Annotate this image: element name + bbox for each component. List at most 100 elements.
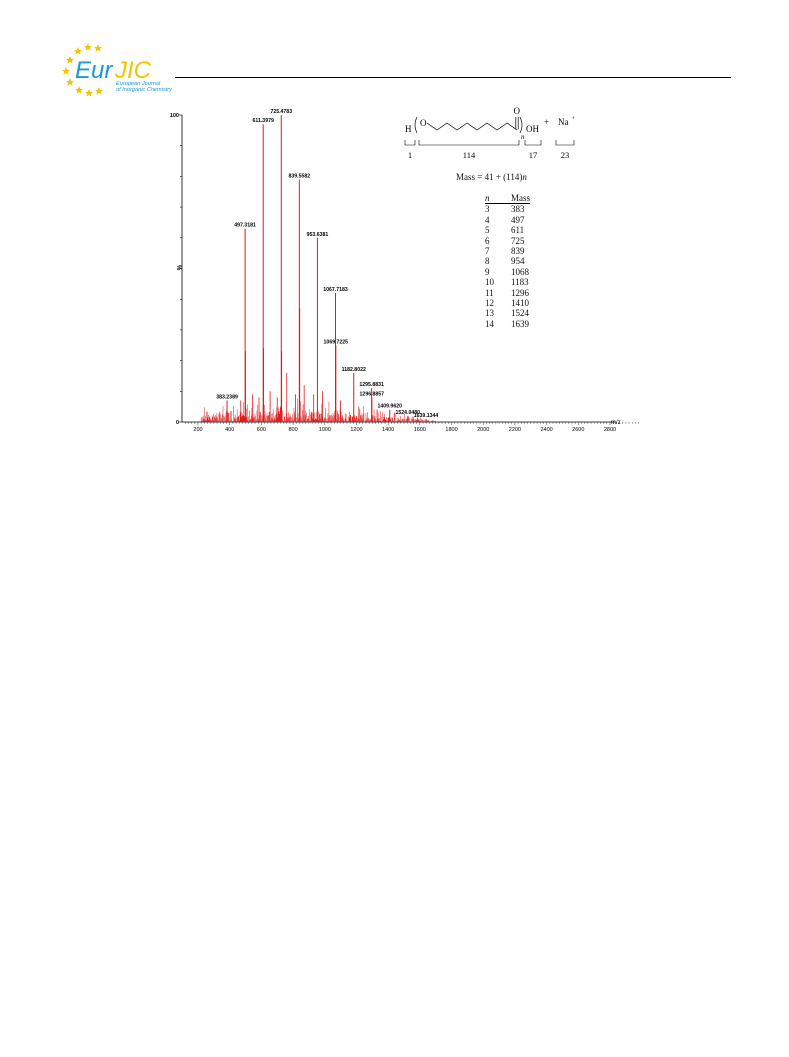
star-icon	[66, 78, 74, 86]
table-cell-mass: 839	[511, 246, 525, 257]
peak-label: 1409.9620	[377, 404, 402, 410]
atom-h: H	[405, 124, 412, 134]
x-tick-label: 2400	[540, 427, 552, 433]
fragment-bracket-oh	[524, 140, 542, 146]
star-icon	[95, 87, 103, 95]
plus-sign: +	[544, 117, 549, 127]
mass-formula-prefix: Mass = 41 + (114)	[456, 172, 523, 182]
x-tick-label: 800	[288, 427, 297, 433]
atom-o-carbonyl: O	[514, 106, 521, 116]
table-cell-n: 9	[485, 266, 490, 277]
peak-label: 1182.8022	[342, 367, 366, 373]
peak-label: 383.2389	[216, 395, 238, 401]
fragment-mass-repeat: 114	[463, 150, 476, 160]
peak-label: 1067.7183	[323, 287, 348, 293]
logo-subtitle-1: European Journal	[116, 81, 161, 87]
table-cell-mass: 1639	[511, 318, 529, 329]
table-cell-n: 14	[485, 318, 494, 329]
table-cell-mass: 1296	[511, 287, 529, 298]
star-icon	[85, 89, 93, 96]
cation-na: Na	[558, 117, 569, 127]
fragment-bracket-na	[555, 140, 575, 146]
logo-subtitle-2: of Inorganic Chemistry	[116, 87, 173, 93]
fragment-mass-oh: 17	[529, 150, 538, 160]
x-tick-label: 1800	[445, 427, 457, 433]
fragment-mass-na: 23	[561, 150, 570, 160]
peak-label: 1296.8857	[360, 391, 385, 397]
y-axis-label: %	[175, 265, 181, 271]
table-row: 9 1068	[485, 267, 530, 277]
x-tick-label: 400	[225, 427, 234, 433]
cation-charge: +	[572, 116, 576, 122]
x-tick-label: 200	[193, 427, 202, 433]
table-cell-n: 6	[485, 235, 490, 246]
header-mass: Mass	[511, 193, 531, 205]
table-cell-n: 8	[485, 256, 490, 267]
table-row: 3 383	[485, 204, 530, 215]
peak-labels: 383.2389 497.3181 611.3979 725.4783 839.5582…	[216, 109, 438, 419]
x-tick-label: 2600	[572, 427, 584, 433]
logo-eur: Eur	[75, 57, 113, 84]
table-cell-n: 13	[485, 308, 494, 319]
fragment-bracket-repeat	[418, 140, 520, 146]
peak-label: 497.3181	[234, 223, 256, 229]
star-icon	[84, 43, 92, 51]
journal-logo: Eur JIC European Journal of Inorganic Ch…	[62, 43, 173, 96]
x-tick-label: 600	[257, 427, 266, 433]
repeat-bracket-right	[519, 116, 523, 134]
table-cell-n: 12	[485, 298, 494, 309]
mass-formula-variable: n	[522, 172, 527, 182]
peak-label: 1639.1344	[414, 413, 439, 419]
x-tick-label: 1400	[382, 427, 394, 433]
polymer-structure: H O O n OH + Na + 1 114 17 23	[404, 106, 576, 160]
x-tick-label: 1600	[414, 427, 426, 433]
logo-jic: JIC	[114, 57, 152, 84]
table-cell-n: 3	[485, 204, 490, 215]
peak-label: 953.6381	[307, 232, 329, 238]
x-axis-label: m/z	[611, 420, 621, 426]
table-row: 7 839	[485, 246, 530, 256]
star-icon	[74, 47, 82, 55]
mass-table-header: n Mass	[485, 193, 531, 205]
fragment-bracket-h	[404, 140, 416, 146]
table-cell-mass: 383	[511, 204, 525, 215]
peak-label: 1295.8831	[359, 382, 384, 388]
x-tick-label: 1000	[319, 427, 331, 433]
mass-spectrum-chart: 0 100 200 400 600 800 1000 1200 1400 1600 1800 2000…	[170, 109, 639, 433]
star-icon	[66, 56, 74, 64]
table-cell-n: 5	[485, 225, 490, 236]
table-row: 12 1410	[485, 298, 530, 308]
header-rule	[175, 77, 731, 78]
table-cell-n: 4	[485, 214, 490, 225]
table-cell-mass: 1410	[511, 298, 529, 309]
table-row: 11 1296	[485, 288, 530, 298]
y-tick-label: 0	[176, 420, 179, 426]
table-cell-mass: 1183	[511, 277, 529, 288]
repeat-subscript: n	[521, 133, 525, 141]
atom-o-chain: O	[420, 118, 427, 128]
x-tick-label: 2000	[477, 427, 489, 433]
peak-label: 1069.7225	[324, 339, 349, 345]
table-row: 10 1183	[485, 277, 530, 287]
table-cell-mass: 1068	[511, 266, 529, 277]
mass-formula: Mass = 41 + (114)n	[456, 172, 527, 182]
table-cell-mass: 725	[511, 235, 525, 246]
table-cell-n: 7	[485, 246, 490, 257]
fragment-mass-h: 1	[408, 150, 412, 160]
group-oh: OH	[526, 124, 539, 134]
table-row: 13 1524	[485, 308, 530, 318]
table-row: 6 725	[485, 236, 530, 246]
table-row: 8 954	[485, 256, 530, 266]
header-n: n	[485, 193, 511, 205]
table-cell-mass: 497	[511, 214, 525, 225]
mass-table-body: 3 383 4 497 5 611 6 725 7 839 8 954 9 1068 10 1183 11 129…	[485, 204, 530, 329]
table-row: 14 1639	[485, 319, 530, 329]
star-ring-icon	[62, 43, 103, 96]
star-icon	[75, 86, 83, 94]
table-cell-n: 11	[485, 287, 494, 298]
table-row: 4 497	[485, 215, 530, 225]
repeat-bracket-left	[414, 116, 418, 134]
alkyl-chain	[426, 122, 518, 131]
peak-label: 725.4783	[270, 109, 292, 115]
star-icon	[94, 44, 102, 52]
